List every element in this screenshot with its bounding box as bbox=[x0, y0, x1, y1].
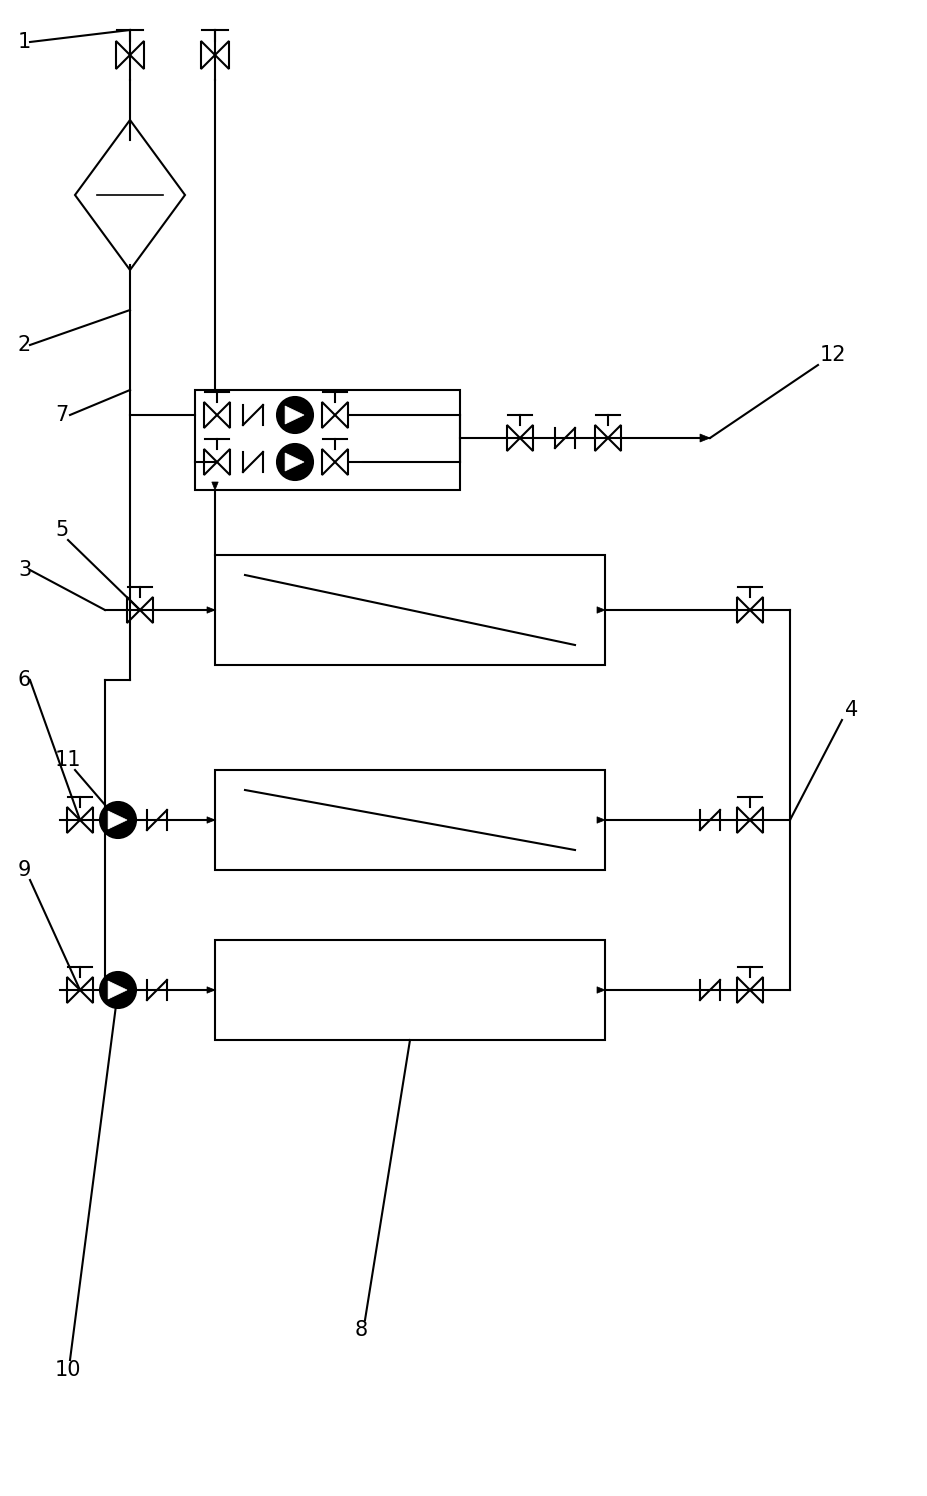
Text: 9: 9 bbox=[18, 860, 32, 880]
Text: 10: 10 bbox=[55, 1360, 82, 1379]
Circle shape bbox=[100, 972, 136, 1008]
Text: 2: 2 bbox=[18, 335, 32, 355]
Polygon shape bbox=[285, 405, 304, 423]
Polygon shape bbox=[596, 987, 604, 993]
Bar bbox=[215, 939, 604, 1040]
Polygon shape bbox=[108, 981, 127, 999]
Polygon shape bbox=[207, 817, 215, 823]
Polygon shape bbox=[108, 811, 127, 829]
Polygon shape bbox=[285, 453, 304, 471]
Polygon shape bbox=[207, 987, 215, 993]
Bar bbox=[215, 555, 604, 666]
Circle shape bbox=[276, 444, 312, 480]
Text: 3: 3 bbox=[18, 560, 32, 580]
Text: 1: 1 bbox=[18, 31, 32, 52]
Polygon shape bbox=[211, 482, 218, 491]
Polygon shape bbox=[699, 434, 709, 441]
Text: 5: 5 bbox=[55, 521, 69, 540]
Bar bbox=[215, 770, 604, 871]
Polygon shape bbox=[207, 607, 215, 613]
Circle shape bbox=[100, 802, 136, 838]
Text: 12: 12 bbox=[819, 346, 845, 365]
Text: 11: 11 bbox=[55, 749, 82, 770]
Text: 6: 6 bbox=[18, 670, 32, 690]
Text: 8: 8 bbox=[355, 1319, 368, 1340]
Text: 4: 4 bbox=[844, 700, 857, 720]
Text: 7: 7 bbox=[55, 405, 69, 425]
Bar bbox=[195, 390, 460, 491]
Polygon shape bbox=[596, 607, 604, 613]
Polygon shape bbox=[596, 817, 604, 823]
Circle shape bbox=[276, 396, 312, 432]
